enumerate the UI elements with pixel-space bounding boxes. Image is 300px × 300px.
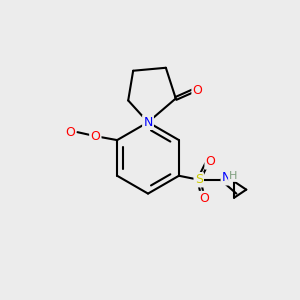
Text: H: H (229, 171, 238, 181)
Text: O: O (66, 126, 76, 139)
Text: O: O (90, 130, 100, 142)
Text: O: O (200, 192, 210, 205)
Text: O: O (206, 155, 215, 168)
Text: N: N (222, 171, 231, 184)
Text: S: S (195, 173, 203, 186)
Text: O: O (193, 84, 202, 97)
Text: N: N (143, 116, 153, 129)
